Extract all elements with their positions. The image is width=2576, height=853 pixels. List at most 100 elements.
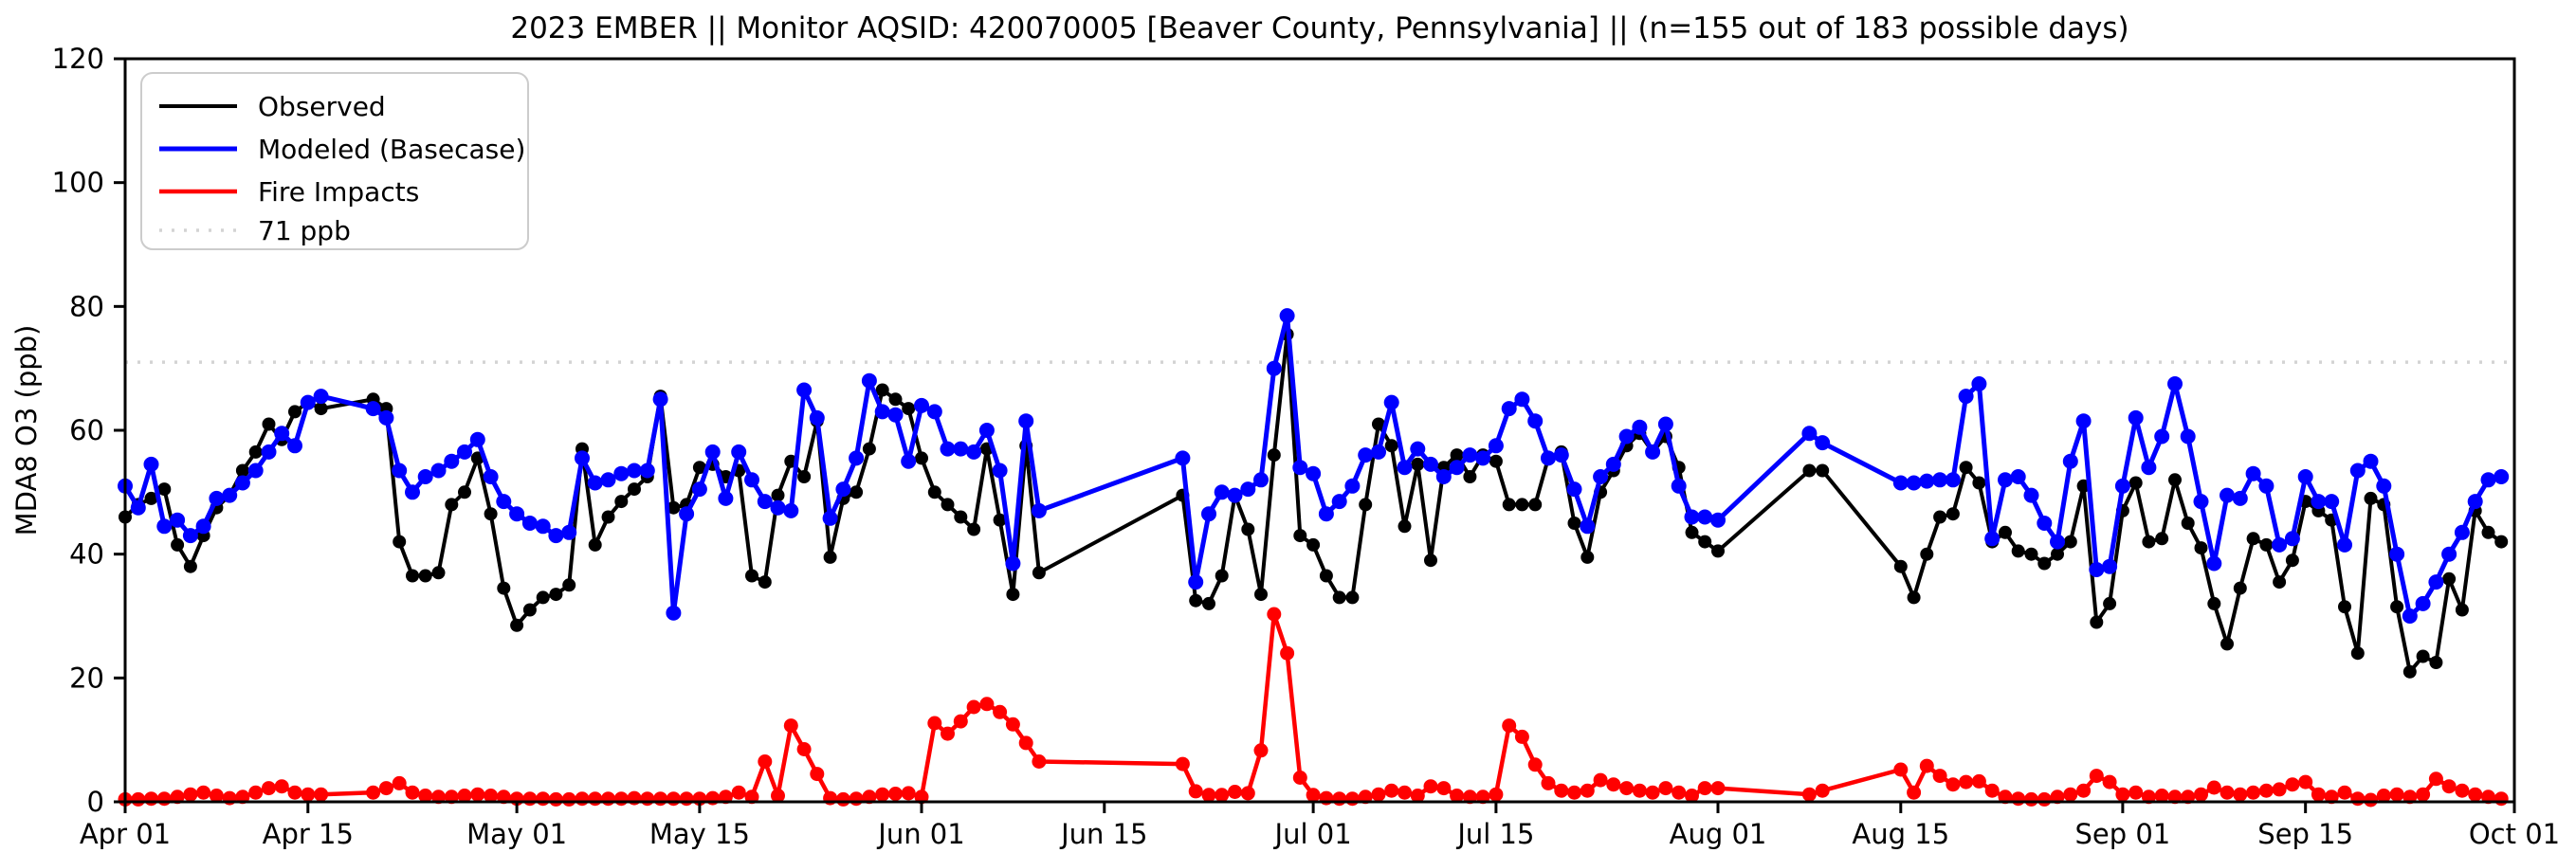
data-point-marker (1189, 593, 1203, 608)
data-point-marker (1815, 783, 1830, 798)
data-point-marker (588, 537, 602, 552)
data-point-marker (2220, 487, 2235, 503)
data-point-marker (287, 785, 302, 800)
data-point-marker (757, 494, 773, 510)
data-point-marker (1306, 465, 1322, 481)
data-point-marker (1971, 376, 1987, 391)
data-point-marker (2364, 792, 2378, 808)
data-point-marker (861, 372, 877, 389)
data-point-marker (2258, 478, 2275, 494)
data-point-marker (2376, 478, 2392, 494)
data-point-marker (522, 791, 538, 807)
data-point-marker (2023, 487, 2039, 503)
data-point-marker (1201, 506, 1216, 522)
data-point-marker (417, 469, 433, 484)
data-point-marker (901, 453, 917, 469)
data-point-marker (1815, 435, 1831, 451)
data-point-marker (1488, 438, 1504, 454)
data-point-marker (1188, 574, 1204, 590)
x-tick-label: Jul 15 (1455, 818, 1534, 850)
data-point-marker (875, 787, 890, 802)
data-point-marker (1566, 481, 1582, 498)
data-point-marker (1332, 791, 1347, 807)
y-tick-label: 0 (87, 786, 104, 818)
data-point-marker (744, 472, 759, 488)
data-point-marker (992, 463, 1008, 479)
data-point-marker (901, 786, 916, 801)
data-point-marker (1645, 444, 1661, 460)
data-point-marker (601, 510, 615, 524)
data-point-marker (2468, 787, 2483, 802)
data-point-marker (1344, 791, 1360, 807)
data-point-marker (2090, 615, 2104, 629)
data-point-marker (1449, 460, 1465, 476)
data-point-marker (796, 742, 812, 756)
data-point-marker (378, 781, 393, 796)
y-tick-label: 120 (52, 43, 104, 75)
data-point-marker (2297, 469, 2313, 484)
data-point-marker (2245, 465, 2261, 481)
data-point-marker (2441, 779, 2457, 794)
data-point-marker (2350, 791, 2366, 807)
data-point-marker (2455, 783, 2470, 798)
x-tick-label: May 01 (466, 818, 567, 850)
data-point-marker (2402, 608, 2418, 624)
data-point-marker (2181, 517, 2195, 530)
data-point-marker (261, 444, 277, 460)
data-point-marker (2089, 562, 2105, 577)
data-point-marker (1567, 785, 1581, 800)
data-point-marker (1188, 784, 1203, 799)
data-point-marker (822, 510, 838, 526)
data-point-marker (1999, 525, 2012, 539)
data-point-marker (1018, 413, 1034, 429)
data-point-marker (405, 484, 420, 500)
x-tick-label: May 15 (649, 818, 750, 850)
data-point-marker (300, 394, 316, 410)
data-point-marker (1306, 537, 1321, 552)
data-point-marker (2363, 453, 2379, 469)
data-point-marker (927, 485, 941, 499)
data-point-marker (130, 499, 146, 516)
data-point-marker (797, 470, 812, 483)
data-point-marker (2467, 494, 2483, 510)
data-point-marker (835, 791, 850, 807)
data-point-marker (144, 491, 158, 505)
data-point-marker (731, 785, 746, 800)
data-point-marker (1946, 777, 1961, 792)
data-point-marker (1450, 789, 1465, 803)
data-point-marker (1202, 596, 1215, 610)
x-tick-label: Jun 01 (876, 818, 964, 850)
data-point-marker (1267, 448, 1281, 463)
data-point-marker (1292, 771, 1307, 785)
data-point-marker (314, 787, 329, 802)
data-point-marker (2272, 536, 2288, 553)
data-point-marker (2232, 490, 2248, 506)
data-point-marker (1267, 607, 1282, 622)
data-point-marker (1006, 588, 1020, 602)
data-point-marker (2481, 525, 2495, 539)
data-point-marker (758, 575, 772, 590)
y-tick-label: 60 (69, 414, 104, 446)
data-point-marker (640, 791, 655, 807)
data-point-marker (2141, 460, 2157, 476)
data-point-marker (600, 472, 616, 488)
data-point-marker (365, 401, 381, 417)
data-point-marker (1319, 569, 1333, 583)
data-point-marker (2258, 783, 2274, 798)
data-point-marker (1972, 476, 1986, 490)
data-point-marker (915, 451, 928, 465)
data-point-marker (1398, 519, 1412, 534)
data-point-marker (1398, 785, 1412, 800)
data-point-marker (1672, 785, 1687, 800)
data-point-marker (509, 506, 525, 522)
x-tick-label: Aug 15 (1852, 818, 1949, 850)
data-point-marker (704, 444, 721, 460)
data-point-marker (1410, 789, 1425, 803)
data-point-marker (1632, 783, 1647, 798)
data-point-marker (262, 781, 276, 796)
data-point-marker (1306, 788, 1321, 803)
data-point-marker (614, 495, 629, 509)
data-point-marker (1253, 472, 1269, 488)
data-point-marker (1945, 472, 1961, 488)
data-point-marker (2390, 600, 2404, 614)
